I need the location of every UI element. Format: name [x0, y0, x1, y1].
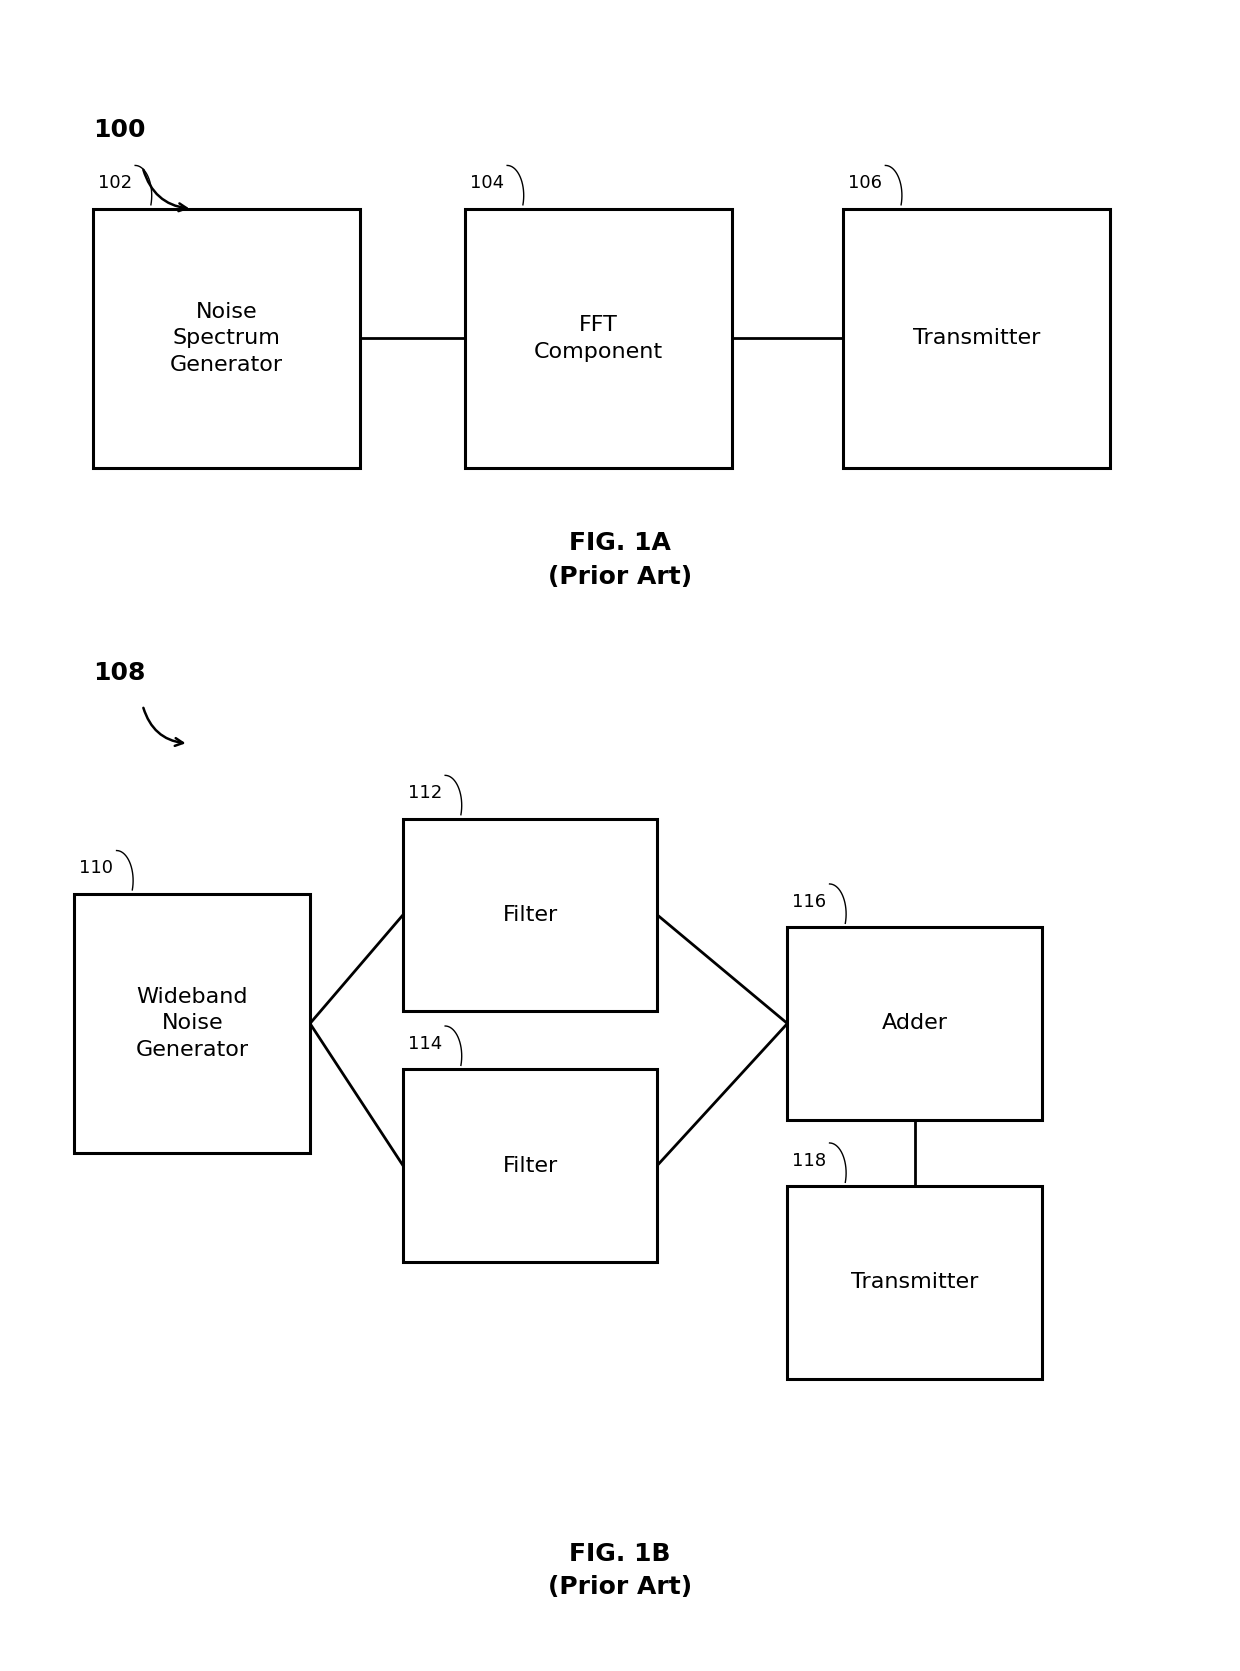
Text: 108: 108	[93, 662, 145, 685]
Text: Filter: Filter	[502, 906, 558, 924]
Text: Transmitter: Transmitter	[851, 1273, 978, 1292]
Text: 118: 118	[792, 1151, 827, 1170]
Text: FIG. 1B
(Prior Art): FIG. 1B (Prior Art)	[548, 1542, 692, 1599]
Text: 106: 106	[848, 174, 882, 192]
Bar	[465, 209, 732, 468]
Text: Transmitter: Transmitter	[913, 329, 1040, 348]
Text: 104: 104	[470, 174, 505, 192]
Text: Filter: Filter	[502, 1156, 558, 1175]
Text: Wideband
Noise
Generator: Wideband Noise Generator	[135, 988, 249, 1059]
Text: 110: 110	[79, 859, 113, 877]
Text: 100: 100	[93, 119, 145, 142]
Bar	[787, 1186, 1042, 1379]
Bar	[93, 209, 360, 468]
Text: 112: 112	[408, 784, 443, 802]
Bar	[403, 819, 657, 1011]
Bar	[787, 927, 1042, 1120]
Text: Noise
Spectrum
Generator: Noise Spectrum Generator	[170, 302, 283, 374]
Text: 114: 114	[408, 1034, 443, 1053]
Bar	[403, 1069, 657, 1262]
Text: FIG. 1A
(Prior Art): FIG. 1A (Prior Art)	[548, 531, 692, 588]
Bar	[74, 894, 310, 1153]
Text: 102: 102	[98, 174, 133, 192]
Text: Adder: Adder	[882, 1014, 947, 1033]
Text: 116: 116	[792, 892, 827, 911]
Text: FFT
Component: FFT Component	[533, 316, 663, 361]
Bar	[843, 209, 1110, 468]
